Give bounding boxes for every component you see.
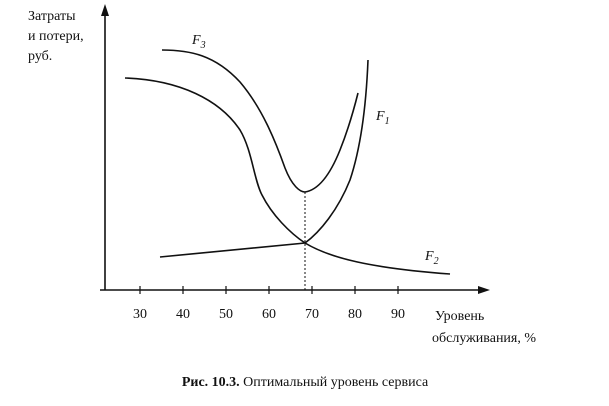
x-tick-label: 60 [262,307,276,322]
y-label: Затраты [28,9,76,24]
x-tick-label: 30 [133,307,147,322]
curve-label: F1 [375,109,390,127]
x-label: обслуживания, % [432,331,536,346]
x-tick-label: 90 [391,307,405,322]
x-label: Уровень [435,309,484,324]
x-tick-label: 70 [305,307,319,322]
x-ticks: 30 40 50 60 70 80 90 [133,286,405,322]
caption-text: Оптимальный уровень сервиса [243,375,429,390]
curve-f3 [161,49,359,193]
curve-label: F2 [424,249,439,267]
curve-label: F3 [191,33,206,51]
curve-f1 [159,59,369,258]
x-tick-label: 80 [348,307,362,322]
x-tick-label: 40 [176,307,190,322]
caption-number: Рис. 10.3. [182,375,240,390]
curve-index: 3 [200,40,206,51]
x-arrow [478,286,490,294]
curve-letter: F [191,33,201,48]
y-label: руб. [28,49,52,64]
curve-f2 [124,77,451,275]
y-label: и потери, [28,29,84,44]
caption: Рис. 10.3. Оптимальный уровень сервиса [182,375,429,390]
curve-letter: F [375,109,385,124]
curve-index: 1 [385,116,390,127]
y-arrow [101,4,109,16]
curve-letter: F [424,249,434,264]
x-tick-label: 50 [219,307,233,322]
curve-index: 2 [434,256,439,267]
